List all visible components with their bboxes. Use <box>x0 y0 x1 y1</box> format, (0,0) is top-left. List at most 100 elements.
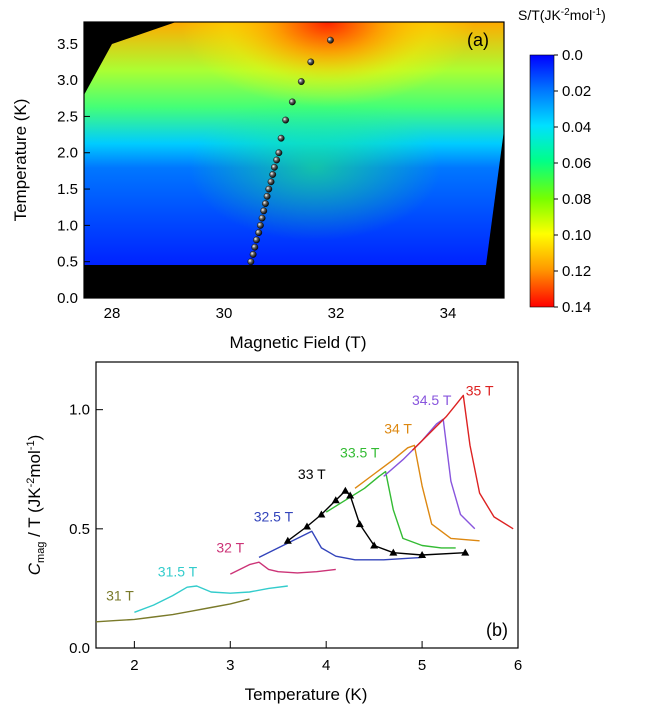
panel-b: 31 T 31.5 T 32 T 32.5 T 33 T 33.5 T34 T34.5 T… <box>25 361 522 704</box>
marker-33t <box>283 536 292 544</box>
transition-point <box>249 251 257 258</box>
marker-33t <box>346 491 355 499</box>
transition-point <box>326 36 334 44</box>
series-33t-markers <box>283 486 470 559</box>
y-axis-label-a: Temperature (K) <box>11 99 30 222</box>
series-line-32t <box>229 561 336 575</box>
colorbar-tick-label: 0.08 <box>562 191 591 208</box>
marker-33t <box>418 551 427 559</box>
y-axis-ticks-b: 0.0 0.5 1.0 <box>69 402 103 657</box>
y-tick-label-b: 1.0 <box>69 402 90 419</box>
transition-point <box>251 243 259 251</box>
marker-33t <box>461 548 470 556</box>
marker-33t <box>317 510 326 518</box>
transition-point <box>297 78 305 85</box>
series-label-34-5t: 34.5 T <box>412 392 452 408</box>
series-label-32-5t: 32.5 T <box>254 509 294 525</box>
x-tick-label-a: 32 <box>328 305 345 322</box>
colorbar-tick-label: 0.10 <box>562 227 591 244</box>
panel-a: 28 30 32 34 0.0 0.5 1.0 1.5 2.0 2.5 3.0 3.5 (a) Ma… <box>11 7 606 352</box>
transition-point <box>288 98 296 106</box>
series-label-31-5t: 31.5 T <box>158 564 198 580</box>
colorbar-tick-label: 0.02 <box>562 83 591 100</box>
x-axis-ticks-a: 28 30 32 34 <box>104 292 457 322</box>
transition-point <box>277 134 285 142</box>
transition-points <box>247 36 334 266</box>
y-tick-label-a: 0.5 <box>57 254 78 271</box>
transition-point <box>275 149 283 157</box>
series-line-34-5t <box>383 418 476 530</box>
marker-33t <box>389 548 398 556</box>
plot-frame-a <box>83 21 505 299</box>
transition-point <box>282 116 289 124</box>
series-label-32t: 32 T <box>216 540 244 556</box>
marker-33t <box>303 522 311 530</box>
series-label-34t: 34 T <box>384 421 412 437</box>
transition-point <box>256 221 264 229</box>
series-line-34t <box>354 444 480 542</box>
panel-label-a: (a) <box>467 30 489 50</box>
x-tick-label-a: 34 <box>440 305 457 322</box>
transition-point <box>267 178 275 186</box>
plot-frame-b <box>95 361 519 649</box>
x-axis-label-b: Temperature (K) <box>245 685 368 704</box>
y-tick-label-a: 0.0 <box>57 290 78 307</box>
x-axis-ticks-b: 2 3 4 5 6 <box>130 641 522 674</box>
marker-33t <box>341 486 350 494</box>
x-tick-label-a: 30 <box>216 305 233 322</box>
transition-point <box>273 156 281 164</box>
transition-point <box>247 258 255 266</box>
y-axis-ticks-a: 0.0 0.5 1.0 1.5 2.0 2.5 3.0 3.5 <box>57 36 90 307</box>
x-tick-label-a: 28 <box>104 305 121 322</box>
series-labels: 31 T 31.5 T 32 T 32.5 T 33 T 33.5 T34 T34.5 T… <box>106 382 494 603</box>
y-tick-label-a: 3.5 <box>57 36 78 53</box>
colorbar <box>529 54 555 308</box>
y-axis-label-b: Cmag / T (JK-2mol-1) <box>25 435 47 576</box>
colorbar-tick-label: 0.06 <box>562 155 591 172</box>
transition-point <box>262 200 269 207</box>
colorbar-ticks: 0.0 0.02 0.04 0.06 0.08 0.10 0.12 0.14 <box>554 47 591 316</box>
y-tick-label-a: 1.5 <box>57 181 78 198</box>
series-line-33-5t <box>325 470 456 549</box>
marker-33t <box>370 541 379 549</box>
colorbar-tick-label: 0.0 <box>562 47 583 64</box>
y-tick-label-a: 2.0 <box>57 145 78 162</box>
series-line-32-5t <box>258 530 423 561</box>
transition-point <box>269 171 277 178</box>
transition-point <box>270 163 278 171</box>
y-tick-label-b: 0.0 <box>69 640 90 657</box>
x-axis-label-a: Magnetic Field (T) <box>230 333 367 352</box>
y-tick-label-b: 0.5 <box>69 521 90 538</box>
colorbar-tick-label: 0.12 <box>562 263 591 280</box>
x-tick-label-b: 2 <box>130 657 138 674</box>
transition-point <box>260 207 268 215</box>
transition-point <box>253 236 260 244</box>
colorbar-tick-label: 0.14 <box>562 299 591 316</box>
series-line-33t <box>287 490 466 556</box>
series-label-33t: 33 T <box>298 466 326 482</box>
colorbar-tick-label: 0.04 <box>562 119 591 136</box>
y-tick-label-a: 1.0 <box>57 217 78 234</box>
transition-point <box>265 185 273 193</box>
x-tick-label-b: 3 <box>226 657 234 674</box>
colorbar-title: S/T(JK-2mol-1) <box>518 7 606 23</box>
transition-point <box>263 192 271 200</box>
panel-label-b: (b) <box>486 620 508 640</box>
series-line-31t <box>95 598 250 623</box>
transition-point <box>307 58 315 66</box>
marker-33t <box>355 520 364 528</box>
series-line-35t <box>412 394 514 530</box>
transition-point <box>258 214 266 222</box>
series-label-35t: 35 T <box>466 382 494 398</box>
x-tick-label-b: 5 <box>418 657 426 674</box>
y-tick-label-a: 2.5 <box>57 108 78 125</box>
x-tick-label-b: 6 <box>514 657 522 674</box>
heatmap-field <box>84 22 504 298</box>
x-tick-label-b: 4 <box>322 657 330 674</box>
y-tick-label-a: 3.0 <box>57 72 78 89</box>
series-label-33-5t: 33.5 T <box>340 444 380 460</box>
marker-33t <box>331 496 340 504</box>
series-lines <box>95 394 514 623</box>
series-line-31-5t <box>134 585 288 613</box>
